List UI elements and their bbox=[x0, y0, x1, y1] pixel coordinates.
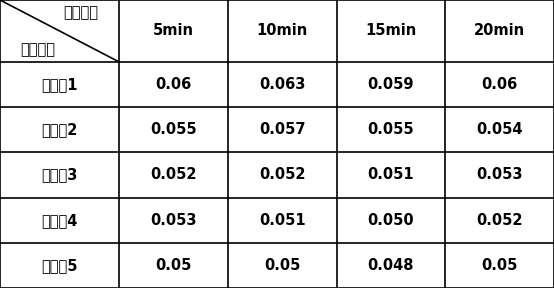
Text: 0.05: 0.05 bbox=[155, 258, 192, 273]
Text: 实施例3: 实施例3 bbox=[42, 167, 78, 183]
Text: 运行时间: 运行时间 bbox=[64, 5, 99, 20]
Text: 0.059: 0.059 bbox=[368, 77, 414, 92]
Text: 0.052: 0.052 bbox=[476, 213, 523, 228]
Text: 0.053: 0.053 bbox=[476, 167, 523, 183]
Text: 灰分含量: 灰分含量 bbox=[20, 42, 55, 57]
Text: 15min: 15min bbox=[365, 23, 417, 39]
Text: 0.050: 0.050 bbox=[368, 213, 414, 228]
Text: 0.055: 0.055 bbox=[368, 122, 414, 137]
Text: 实施例4: 实施例4 bbox=[42, 213, 78, 228]
Text: 0.05: 0.05 bbox=[264, 258, 300, 273]
Text: 10min: 10min bbox=[257, 23, 308, 39]
Text: 0.051: 0.051 bbox=[368, 167, 414, 183]
Text: 20min: 20min bbox=[474, 23, 525, 39]
Text: 0.053: 0.053 bbox=[150, 213, 197, 228]
Text: 0.06: 0.06 bbox=[155, 77, 192, 92]
Text: 实施例2: 实施例2 bbox=[42, 122, 78, 137]
Text: 0.057: 0.057 bbox=[259, 122, 305, 137]
Text: 5min: 5min bbox=[153, 23, 194, 39]
Text: 0.051: 0.051 bbox=[259, 213, 305, 228]
Text: 实施例5: 实施例5 bbox=[42, 258, 78, 273]
Text: 0.052: 0.052 bbox=[150, 167, 197, 183]
Text: 0.063: 0.063 bbox=[259, 77, 305, 92]
Text: 0.05: 0.05 bbox=[481, 258, 518, 273]
Text: 0.055: 0.055 bbox=[150, 122, 197, 137]
Text: 0.048: 0.048 bbox=[368, 258, 414, 273]
Text: 0.052: 0.052 bbox=[259, 167, 305, 183]
Text: 0.054: 0.054 bbox=[476, 122, 523, 137]
Text: 实施例1: 实施例1 bbox=[42, 77, 78, 92]
Text: 0.06: 0.06 bbox=[481, 77, 518, 92]
